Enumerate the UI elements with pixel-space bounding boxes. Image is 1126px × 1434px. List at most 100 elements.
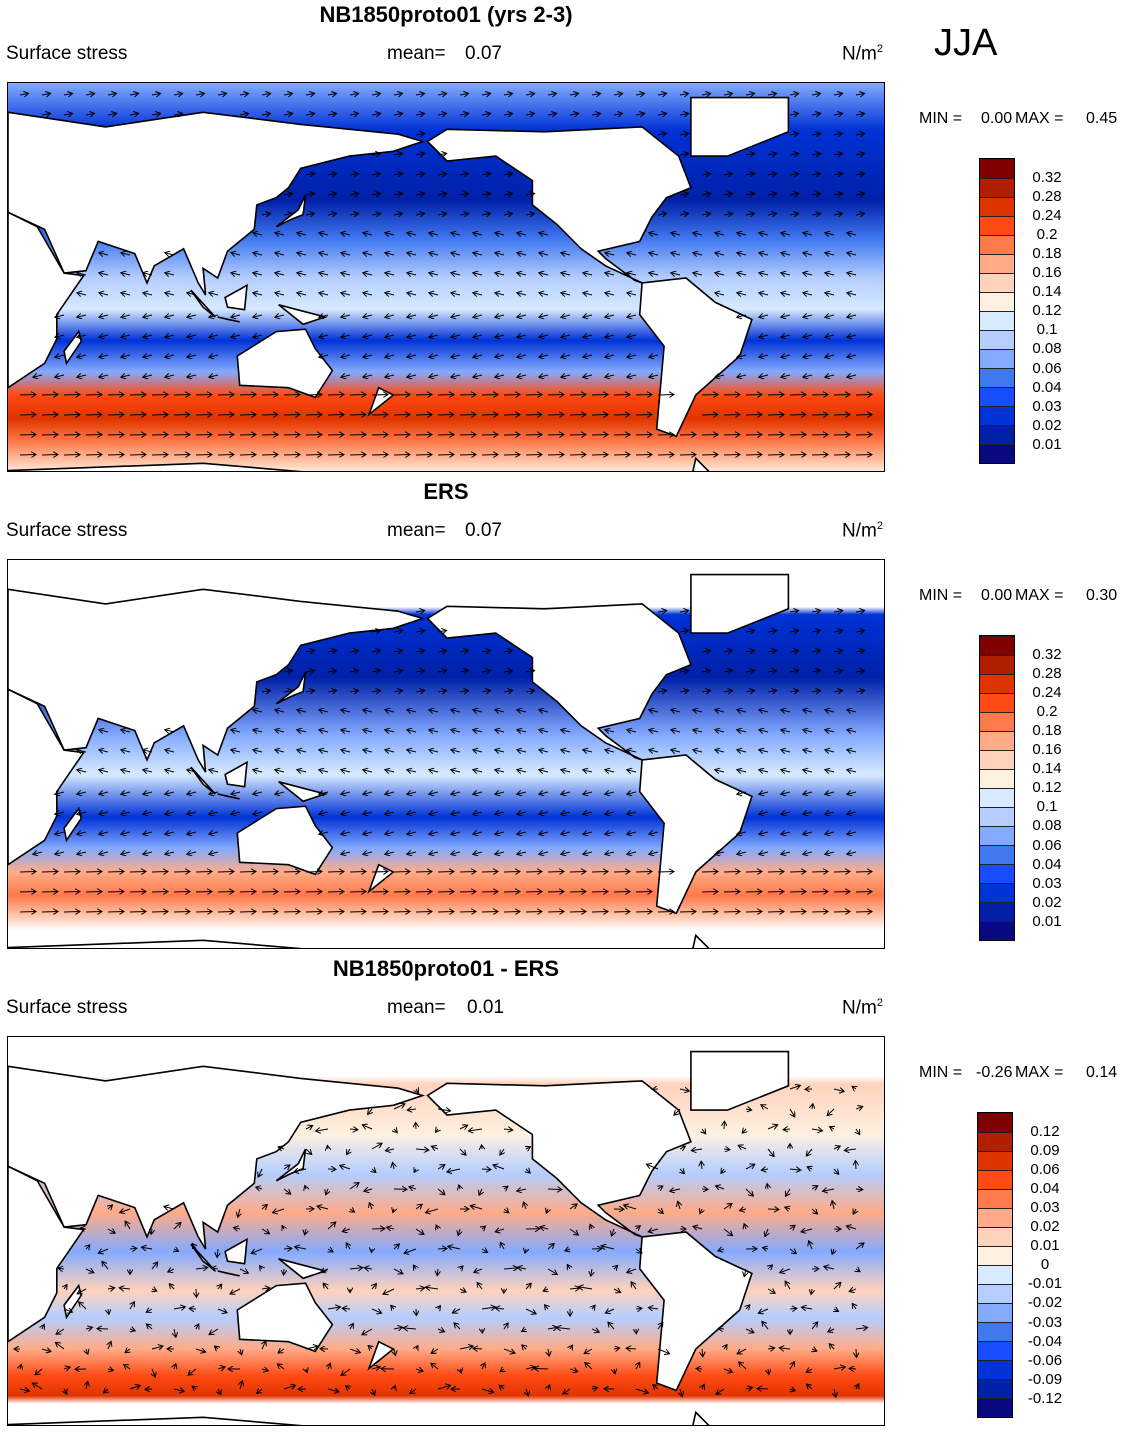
stress-vector-arrow <box>371 1143 382 1150</box>
stress-vector-arrow <box>363 812 373 814</box>
stress-vector-arrow <box>807 1167 812 1169</box>
stress-vector-arrow <box>363 335 373 337</box>
stress-vector-arrow <box>671 253 681 255</box>
stress-vector-arrow <box>129 415 146 416</box>
stress-vector-arrow <box>561 792 571 794</box>
stress-vector-arrow <box>547 395 564 396</box>
stress-vector-arrow <box>209 375 219 377</box>
stress-vector-arrow <box>80 1228 87 1229</box>
stress-vector-arrow <box>275 750 285 752</box>
stress-vector-arrow <box>679 435 696 436</box>
stress-vector-arrow <box>58 1268 65 1269</box>
coastline <box>217 793 240 800</box>
colorbar-swatch <box>980 807 1014 826</box>
stress-vector-arrow <box>85 435 102 436</box>
stress-vector-arrow <box>173 415 190 416</box>
stress-vector-arrow <box>415 670 425 672</box>
stress-vector-arrow <box>481 395 498 396</box>
stress-vector-arrow <box>561 375 571 377</box>
stress-vector-arrow <box>657 610 667 612</box>
stress-vector-arrow <box>745 153 755 155</box>
stress-vector-arrow <box>789 93 799 95</box>
stress-vector-arrow <box>847 792 857 794</box>
colorbar-swatch <box>980 216 1014 235</box>
stress-vector-arrow <box>605 730 615 732</box>
stress-vector-arrow <box>151 435 168 436</box>
stress-vector-arrow <box>415 93 425 95</box>
stress-vector-arrow <box>327 1145 328 1149</box>
stress-vector-arrow <box>803 253 813 255</box>
stress-vector-arrow <box>429 750 439 752</box>
stress-vector-arrow <box>811 435 828 436</box>
stress-vector-arrow <box>671 233 681 235</box>
stress-vector-arrow <box>437 892 454 893</box>
stress-vector-arrow <box>723 193 733 195</box>
stress-vector-arrow <box>143 335 153 337</box>
stress-vector-arrow <box>341 812 351 814</box>
stress-vector-arrow <box>811 650 821 652</box>
minmax-max: 0.30 <box>1086 587 1118 604</box>
stress-vector-arrow <box>129 912 146 913</box>
stress-vector-arrow <box>121 730 131 732</box>
stress-vector-arrow <box>319 832 329 834</box>
stress-vector-arrow <box>195 415 212 416</box>
stress-vector-arrow <box>761 1105 769 1109</box>
stress-vector-arrow <box>143 770 153 772</box>
stress-vector-arrow <box>447 1169 461 1172</box>
stress-vector-arrow <box>363 750 373 752</box>
stress-vector-arrow <box>823 1189 835 1191</box>
stress-vector-arrow <box>451 293 461 295</box>
stress-vector-arrow <box>693 253 703 255</box>
stress-vector-arrow <box>517 750 527 752</box>
stress-vector-arrow <box>583 293 593 295</box>
coastline <box>278 781 328 803</box>
stress-vector-arrow <box>605 335 615 337</box>
stress-vector-arrow <box>33 375 43 377</box>
stress-vector-arrow <box>767 630 777 632</box>
stress-vector-arrow <box>275 710 285 712</box>
stress-vector-arrow <box>482 1329 483 1333</box>
stress-vector-arrow <box>737 832 747 834</box>
stress-vector-arrow <box>283 872 300 873</box>
stress-vector-arrow <box>481 415 498 416</box>
stress-vector-arrow <box>459 173 469 175</box>
stress-vector-arrow <box>349 872 366 873</box>
stress-vector-arrow <box>737 730 747 732</box>
stress-vector-arrow <box>231 792 241 794</box>
stress-vector-arrow <box>253 293 263 295</box>
stress-vector-arrow <box>767 1148 774 1157</box>
stress-vector-arrow <box>341 710 351 712</box>
stress-vector-arrow <box>19 435 36 436</box>
stress-vector-arrow <box>347 1148 350 1155</box>
colorbar-swatch <box>980 864 1014 883</box>
stress-vector-arrow <box>385 710 395 712</box>
stress-vector-arrow <box>627 253 637 255</box>
stress-vector-arrow <box>99 770 109 772</box>
stress-vector-arrow <box>723 435 740 436</box>
stress-vector-arrow <box>583 750 593 752</box>
stress-vector-arrow <box>187 770 197 772</box>
stress-vector-arrow <box>415 650 425 652</box>
stress-vector-arrow <box>613 912 630 913</box>
stress-vector-arrow <box>833 912 850 913</box>
stress-vector-arrow <box>561 355 571 357</box>
stress-vector-arrow <box>350 1209 355 1212</box>
stress-vector-arrow <box>715 253 725 255</box>
stress-vector-arrow <box>107 1229 115 1233</box>
stress-vector-arrow <box>173 892 190 893</box>
stress-vector-arrow <box>649 730 659 732</box>
stress-vector-arrow <box>493 1165 505 1170</box>
stress-vector-arrow <box>217 912 234 913</box>
stress-vector-arrow <box>679 912 696 913</box>
stress-vector-arrow <box>495 233 505 235</box>
field-label: Surface stress <box>6 520 128 541</box>
colorbar-swatch <box>980 235 1014 254</box>
stress-vector-arrow <box>231 273 241 275</box>
stress-vector-arrow <box>327 650 337 652</box>
stress-vector-arrow <box>715 710 725 712</box>
stress-vector-arrow <box>451 315 461 317</box>
stress-vector-arrow <box>812 1104 813 1110</box>
stress-vector-arrow <box>415 395 432 396</box>
stress-vector-arrow <box>55 335 65 337</box>
coastline <box>190 766 216 795</box>
